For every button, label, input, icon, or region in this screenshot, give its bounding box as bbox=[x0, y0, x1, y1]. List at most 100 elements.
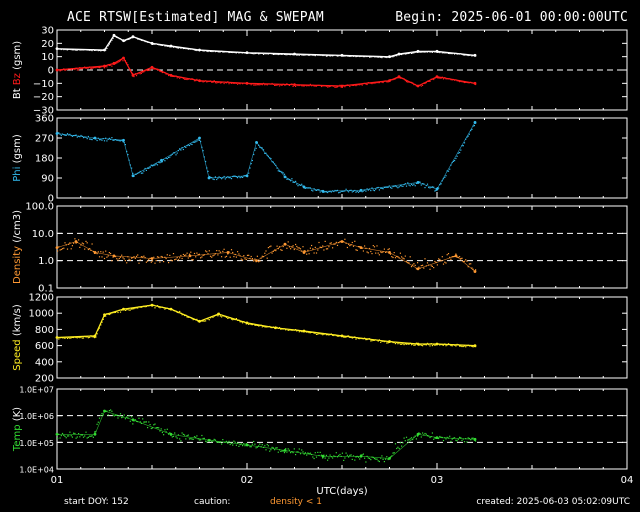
series-bt-sample bbox=[436, 51, 438, 53]
series-phi-sample bbox=[147, 167, 149, 169]
series-temp-sample bbox=[250, 446, 252, 448]
series-bz-sample bbox=[311, 85, 313, 87]
series-temp-sample bbox=[58, 433, 60, 435]
y-axis-label-part: (K) bbox=[12, 407, 23, 425]
series-bz-sample bbox=[345, 84, 347, 86]
series-density-sample bbox=[192, 259, 194, 261]
series-phi-sample bbox=[100, 139, 102, 141]
x-tick-label: 02 bbox=[241, 475, 254, 486]
series-bt-sample bbox=[137, 38, 139, 40]
series-density-sample bbox=[403, 258, 405, 260]
series-speed-sample bbox=[330, 333, 332, 335]
series-speed-sample bbox=[327, 334, 329, 336]
series-bz-sample bbox=[475, 83, 477, 86]
series-phi-sample bbox=[439, 184, 441, 186]
series-bt-sample bbox=[105, 49, 107, 51]
series-speed-sample bbox=[224, 316, 226, 318]
series-speed-sample bbox=[105, 315, 107, 317]
series-density-sample bbox=[197, 254, 199, 256]
series-bt-sample bbox=[78, 49, 80, 51]
series-temp-sample bbox=[398, 447, 400, 450]
series-phi-sample bbox=[184, 145, 186, 148]
series-temp-sample bbox=[436, 436, 438, 438]
series-phi-sample bbox=[290, 180, 292, 182]
y-tick-label: 360 bbox=[35, 114, 54, 125]
series-density-sample bbox=[126, 262, 128, 264]
series-bt-sample bbox=[59, 48, 61, 50]
series-temp-sample bbox=[195, 436, 197, 438]
series-density-sample bbox=[169, 254, 171, 256]
series-temp-sample bbox=[292, 452, 294, 454]
series-bt-sample bbox=[138, 38, 140, 40]
series-bz-sample bbox=[344, 86, 346, 88]
series-bz-sample bbox=[262, 82, 265, 84]
series-bt-sample bbox=[381, 57, 383, 59]
y-axis-label-part: Phi bbox=[12, 167, 23, 182]
series-phi-sample bbox=[364, 189, 366, 191]
series-temp-sample bbox=[386, 456, 388, 458]
series-density-sample bbox=[58, 246, 60, 248]
series-temp-sample bbox=[435, 437, 437, 439]
series-bt-sample bbox=[446, 52, 448, 54]
series-temp-sample bbox=[468, 437, 470, 440]
series-phi-sample bbox=[207, 170, 209, 172]
series-density-sample bbox=[348, 243, 350, 245]
series-speed-sample bbox=[430, 343, 432, 345]
series-temp-sample bbox=[271, 446, 273, 448]
series-density-sample bbox=[61, 248, 64, 250]
series-phi-sample bbox=[412, 184, 414, 186]
series-density-sample bbox=[356, 249, 358, 251]
series-speed-sample bbox=[302, 331, 304, 333]
series-density-sample bbox=[107, 255, 109, 257]
series-bt-sample bbox=[430, 51, 432, 53]
series-bt-sample bbox=[213, 50, 215, 52]
panel-frame bbox=[56, 117, 628, 199]
series-bz-sample bbox=[278, 85, 281, 87]
series-phi-sample bbox=[187, 144, 189, 146]
series-phi-sample bbox=[169, 156, 171, 158]
series-bt-sample bbox=[341, 54, 343, 57]
series-bt-sample bbox=[445, 52, 447, 54]
series-phi-sample bbox=[298, 184, 300, 186]
series-density-sample bbox=[201, 256, 203, 258]
series-density-sample bbox=[101, 256, 103, 258]
series-temp-sample bbox=[330, 456, 332, 458]
series-temp-sample bbox=[343, 459, 345, 461]
series-phi-sample bbox=[338, 192, 340, 194]
series-density-sample bbox=[412, 264, 414, 266]
series-temp-sample bbox=[151, 427, 154, 429]
series-phi-sample bbox=[362, 190, 364, 192]
series-bt-sample bbox=[155, 43, 157, 45]
x-tick-label: 03 bbox=[431, 475, 444, 486]
series-phi-sample bbox=[113, 139, 115, 141]
series-phi-sample bbox=[244, 175, 246, 177]
series-bt-sample bbox=[405, 53, 408, 55]
series-speed-sample bbox=[292, 329, 294, 331]
series-temp-sample bbox=[281, 450, 283, 452]
series-bz-sample bbox=[444, 77, 446, 79]
series-phi-sample bbox=[209, 176, 212, 178]
series-bz-sample bbox=[404, 79, 406, 82]
series-bt-sample bbox=[370, 56, 372, 58]
series-temp-sample bbox=[362, 453, 364, 455]
series-speed-sample bbox=[357, 337, 360, 340]
series-bz-sample bbox=[290, 83, 292, 85]
series-phi-sample bbox=[366, 188, 368, 190]
series-bt-sample bbox=[246, 52, 249, 54]
series-temp-sample bbox=[287, 448, 289, 450]
series-bz-sample bbox=[332, 85, 334, 87]
series-density-sample bbox=[128, 258, 130, 260]
series-density-sample bbox=[429, 268, 431, 270]
series-bz-sample bbox=[225, 82, 228, 84]
series-speed-sample bbox=[301, 331, 303, 333]
series-bz-sample bbox=[255, 84, 257, 86]
series-phi-sample bbox=[278, 170, 281, 172]
series-phi-sample bbox=[159, 162, 161, 164]
series-speed-sample bbox=[299, 330, 302, 332]
series-density-sample bbox=[97, 251, 99, 253]
series-phi-sample bbox=[73, 135, 75, 137]
series-phi-sample bbox=[201, 146, 203, 148]
series-speed-sample bbox=[198, 321, 200, 323]
series-bt-sample bbox=[76, 49, 78, 51]
series-phi-sample bbox=[361, 191, 363, 193]
